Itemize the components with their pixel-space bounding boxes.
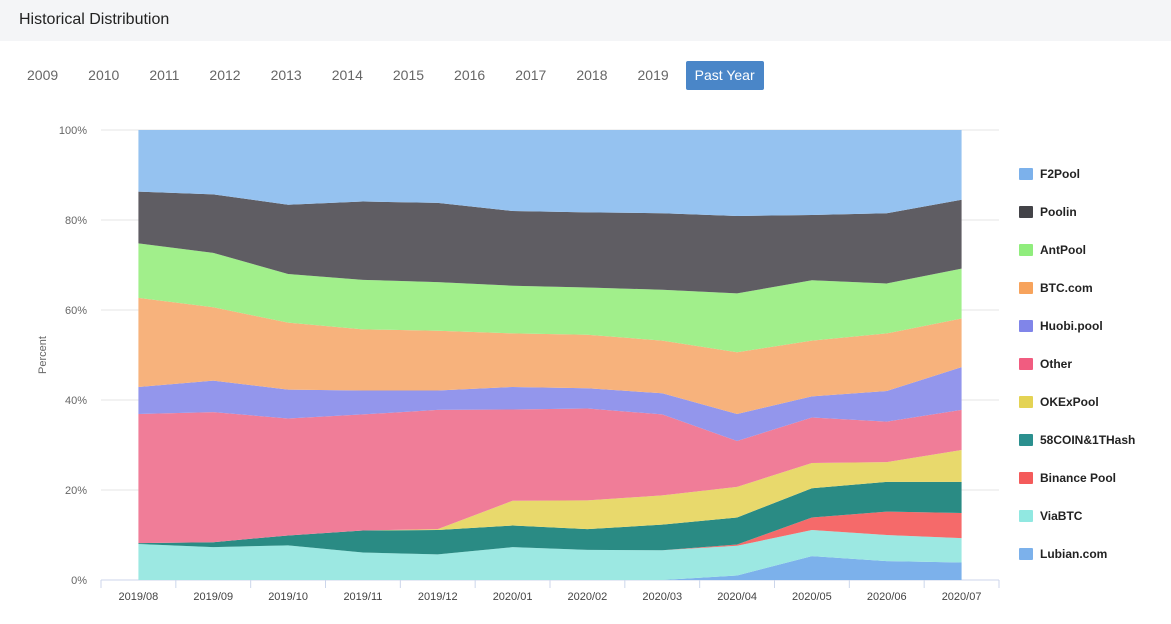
year-tab-2012[interactable]: 2012	[209, 67, 241, 83]
chart-legend: F2Pool Poolin AntPool BTC.com Huobi.pool Othe…	[1019, 155, 1169, 573]
area-viabtc	[138, 530, 962, 580]
x-tick-label: 2019/11	[343, 591, 382, 603]
x-tick-label: 2020/03	[642, 591, 682, 603]
page-title: Historical Distribution	[19, 11, 170, 28]
area-f2pool	[138, 130, 962, 216]
legend-label: Lubian.com	[1040, 547, 1108, 561]
year-tab-2011[interactable]: 2011	[149, 67, 180, 83]
legend-item[interactable]: F2Pool	[1019, 155, 1169, 193]
legend-item[interactable]: Other	[1019, 345, 1169, 383]
legend-label: F2Pool	[1040, 167, 1081, 181]
header-bar: Historical Distribution	[0, 0, 1171, 41]
y-axis-label: Percent	[37, 336, 49, 374]
legend-label: Other	[1040, 357, 1073, 371]
x-tick-label: 2020/01	[493, 591, 533, 603]
year-tab-2019[interactable]: 2019	[637, 67, 669, 83]
x-tick-label: 2020/05	[792, 591, 832, 603]
area-58coin-1thash	[138, 481, 962, 555]
year-tab-2014[interactable]: 2014	[331, 67, 363, 83]
legend-swatch	[1019, 320, 1033, 332]
y-tick-label: 80%	[65, 215, 87, 227]
year-tab-2017[interactable]: 2017	[515, 67, 547, 83]
legend-swatch	[1019, 510, 1033, 522]
x-tick-label: 2020/02	[568, 591, 608, 603]
legend-item[interactable]: Poolin	[1019, 193, 1169, 231]
legend-label: 58COIN&1THash	[1040, 433, 1136, 447]
y-tick-label: 20%	[65, 485, 87, 497]
area-btc-com	[138, 297, 962, 414]
legend-swatch	[1019, 434, 1033, 446]
year-tab-2013[interactable]: 2013	[270, 67, 302, 83]
legend-item[interactable]: AntPool	[1019, 231, 1169, 269]
legend-swatch	[1019, 206, 1033, 218]
area-other	[138, 408, 962, 544]
area-antpool	[138, 243, 962, 353]
legend-swatch	[1019, 282, 1033, 294]
y-tick-label: 0%	[71, 575, 87, 587]
x-tick-label: 2019/10	[268, 591, 308, 603]
x-tick-label: 2019/09	[193, 591, 233, 603]
x-tick-label: 2020/07	[942, 591, 982, 603]
legend-label: ViaBTC	[1040, 509, 1083, 523]
area-lubian-com	[138, 556, 962, 580]
year-tab-2016[interactable]: 2016	[454, 67, 486, 83]
legend-item[interactable]: Lubian.com	[1019, 535, 1169, 573]
area-huobi-pool	[138, 367, 962, 441]
legend-label: OKExPool	[1040, 395, 1099, 409]
y-tick-label: 40%	[65, 395, 87, 407]
year-tabs: 2009 2010 2011 2012 2013 2014 2015 2016 2017 2018…	[14, 61, 768, 91]
legend-swatch	[1019, 548, 1033, 560]
legend-swatch	[1019, 244, 1033, 256]
legend-item[interactable]: 58COIN&1THash	[1019, 421, 1169, 459]
year-tab-2010[interactable]: 2010	[88, 67, 120, 83]
legend-swatch	[1019, 358, 1033, 370]
year-tab-past-year[interactable]: Past Year	[685, 61, 764, 90]
legend-label: AntPool	[1040, 243, 1086, 257]
x-tick-label: 2020/06	[867, 591, 907, 603]
legend-item[interactable]: BTC.com	[1019, 269, 1169, 307]
legend-label: Huobi.pool	[1040, 319, 1103, 333]
legend-swatch	[1019, 168, 1033, 180]
x-tick-label: 2019/12	[418, 591, 458, 603]
legend-swatch	[1019, 472, 1033, 484]
x-tick-label: 2019/08	[119, 591, 159, 603]
year-tab-2018[interactable]: 2018	[576, 67, 608, 83]
x-axis: 2019/08 2019/09 2019/10 2019/11 2019/12 2020/…	[100, 580, 1000, 603]
y-tick-label: 100%	[59, 125, 87, 137]
year-tab-2015[interactable]: 2015	[392, 67, 425, 83]
year-tab-2009[interactable]: 2009	[27, 67, 59, 83]
area-okexpool	[138, 449, 962, 544]
legend-label: Poolin	[1040, 205, 1077, 219]
area-series	[138, 130, 962, 580]
legend-swatch	[1019, 396, 1033, 408]
y-axis: 0% 20% 40% 60% 80% 100% Percent	[37, 125, 87, 587]
legend-label: Binance Pool	[1040, 471, 1117, 485]
x-tick-label: 2020/04	[717, 591, 757, 603]
area-poolin	[138, 191, 962, 294]
y-tick-label: 60%	[65, 305, 87, 317]
legend-item[interactable]: ViaBTC	[1019, 497, 1169, 535]
legend-item[interactable]: OKExPool	[1019, 383, 1169, 421]
area-binance-pool	[138, 511, 962, 555]
legend-item[interactable]: Huobi.pool	[1019, 307, 1169, 345]
legend-item[interactable]: Binance Pool	[1019, 459, 1169, 497]
legend-label: BTC.com	[1040, 281, 1093, 295]
